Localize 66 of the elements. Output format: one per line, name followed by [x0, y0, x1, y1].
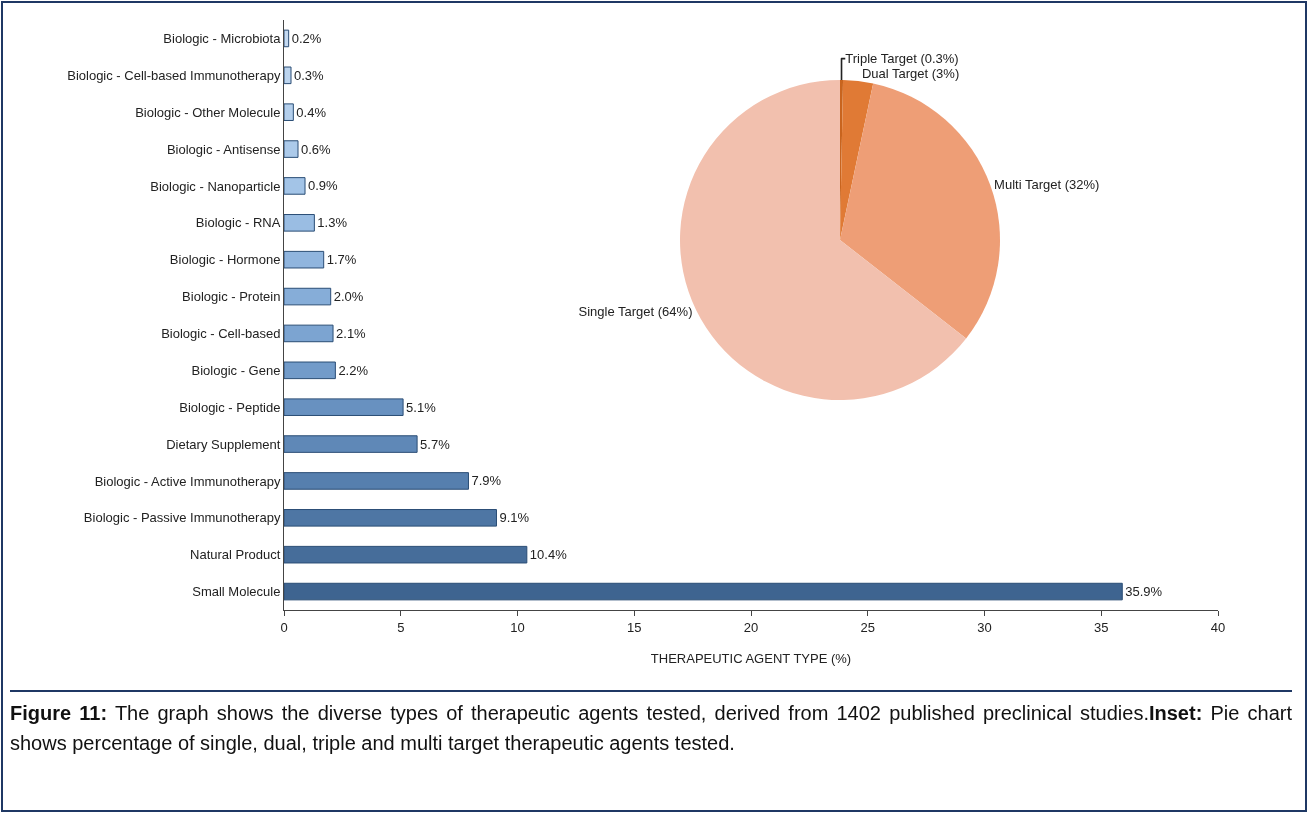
y-tick-label: Biologic - Protein	[182, 289, 281, 305]
bar	[284, 435, 418, 453]
text: The graph shows the diverse types of therapeutic agents tested, derived from 1402 published preclinical studies.	[114, 702, 1149, 724]
data-label: 7.9%	[471, 473, 502, 489]
data-label: 2.0%	[333, 289, 364, 305]
text: Inset:	[1148, 702, 1203, 724]
x-tick-label: 0	[280, 619, 288, 635]
bar	[284, 29, 290, 48]
x-axis-title: THERAPEUTIC AGENT TYPE (%)	[650, 651, 852, 667]
bar	[284, 177, 306, 195]
x-tick-label: 5	[397, 619, 405, 635]
data-label: 0.2%	[291, 30, 322, 46]
bar	[284, 545, 528, 564]
y-tick-label: Natural Product	[190, 547, 281, 563]
y-tick-label: Biologic - Peptide	[179, 399, 281, 415]
data-label: 35.9%	[1125, 584, 1163, 600]
bar	[284, 324, 334, 343]
data-label: 9.1%	[499, 510, 530, 526]
y-tick-label: Biologic - Passive Immunotherapy	[83, 510, 281, 526]
data-label: 0.6%	[301, 141, 332, 157]
data-label: 0.3%	[294, 67, 325, 83]
data-label: 2.1%	[336, 325, 367, 341]
y-tick-label: Biologic - Gene	[191, 362, 281, 378]
y-tick-label: Dietary Supplement	[166, 436, 281, 452]
y-tick-label: Biologic - Cell-based Immunotherapy	[67, 67, 281, 83]
slice-label: Multi Target (32%)	[994, 176, 1100, 192]
bar	[284, 398, 404, 416]
slice-label: Dual Target (3%)	[861, 66, 960, 82]
bar	[284, 250, 325, 269]
data-label: 1.7%	[326, 252, 357, 268]
x-tick-label: 40	[1210, 619, 1226, 635]
x-tick-label: 35	[1094, 619, 1109, 635]
y-tick-label: Biologic - Active Immunotherapy	[94, 473, 281, 489]
bar	[284, 472, 469, 490]
pie-slice	[840, 80, 874, 240]
data-label: 5.1%	[406, 399, 437, 415]
bar	[284, 361, 336, 380]
bar	[284, 103, 294, 121]
slice-label: Single Target (64%)	[578, 304, 693, 320]
x-tick-label: 30	[977, 619, 992, 635]
slice-label: Triple Target (0.3%)	[845, 51, 959, 67]
x-tick-label: 15	[627, 619, 642, 635]
y-tick-label: Biologic - Other Molecule	[135, 104, 281, 120]
y-tick-label: Small Molecule	[192, 584, 281, 600]
bar	[284, 287, 332, 306]
bar	[284, 66, 292, 85]
caption: Figure 11:	[10, 702, 108, 724]
data-label: 2.2%	[338, 362, 369, 378]
bar	[284, 140, 299, 158]
y-tick-label: Biologic - RNA	[195, 215, 281, 231]
y-tick-label: Biologic - Microbiota	[163, 30, 282, 46]
y-tick-label: Biologic - Nanoparticle	[150, 178, 281, 194]
x-tick-label: 25	[860, 619, 875, 635]
bar	[284, 509, 497, 527]
data-label: 0.4%	[296, 104, 327, 120]
bar	[284, 582, 1123, 601]
y-tick-label: Biologic - Cell-based	[161, 325, 281, 341]
data-label: 1.3%	[317, 215, 348, 231]
y-tick-label: Biologic - Hormone	[169, 252, 281, 268]
data-label: 10.4%	[529, 547, 568, 563]
data-label: 5.7%	[420, 436, 451, 452]
x-tick-label: 10	[510, 619, 525, 635]
y-tick-label: Biologic - Antisense	[166, 141, 281, 157]
bar	[284, 214, 315, 232]
data-label: 0.9%	[308, 178, 339, 194]
x-tick-label: 20	[743, 619, 759, 635]
